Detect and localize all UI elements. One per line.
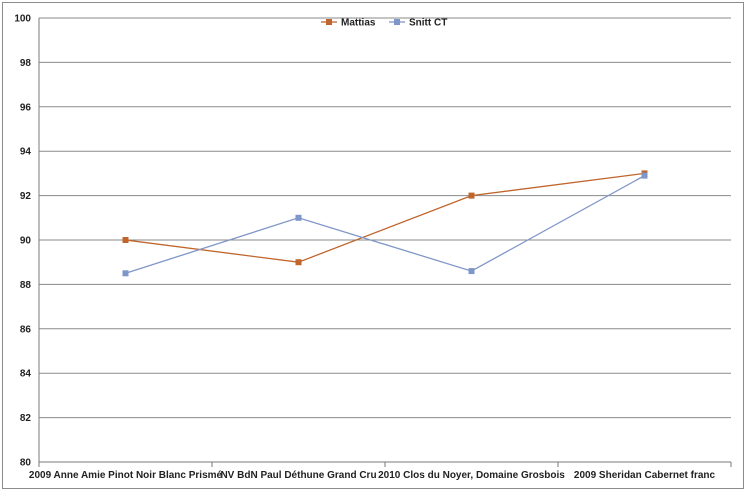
y-tick-label: 82 <box>20 413 32 424</box>
data-point <box>122 237 129 243</box>
y-tick-label: 92 <box>20 191 32 202</box>
legend-marker <box>326 19 332 25</box>
chart-frame <box>2 2 744 489</box>
legend-label: Snitt CT <box>409 18 447 29</box>
data-point <box>122 270 129 277</box>
y-tick-label: 100 <box>14 14 31 25</box>
x-tick-label: 2009 Anne Amie Pinot Noir Blanc Prismé <box>29 470 223 481</box>
data-point <box>295 259 302 266</box>
legend-marker <box>394 19 400 25</box>
data-point <box>468 192 475 199</box>
series-line-1 <box>125 172 645 263</box>
data-point <box>468 268 475 275</box>
y-tick-label: 90 <box>20 236 32 247</box>
y-tick-label: 86 <box>20 324 32 335</box>
series-line-2 <box>125 175 645 274</box>
y-tick-label: 96 <box>20 102 32 113</box>
data-point <box>295 214 302 221</box>
legend-label: Mattias <box>341 18 376 29</box>
y-tick-label: 88 <box>20 280 32 291</box>
x-tick-label: 2009 Sheridan Cabernet franc <box>574 470 716 481</box>
y-tick-label: 84 <box>20 369 32 380</box>
data-point <box>641 172 648 179</box>
y-tick-label: 94 <box>20 147 32 158</box>
y-tick-label: 80 <box>20 458 32 469</box>
y-tick-label: 98 <box>20 58 32 69</box>
x-tick-label: NV BdN Paul Déthune Grand Cru <box>220 470 376 481</box>
x-tick-label: 2010 Clos du Noyer, Domaine Grosbois <box>378 470 565 481</box>
